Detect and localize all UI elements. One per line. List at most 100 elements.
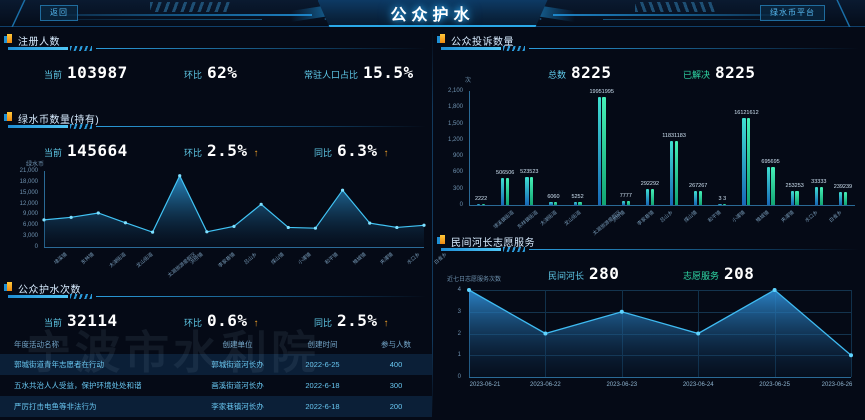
y-axis-tick: 900 [452, 153, 463, 160]
activities-table[interactable]: 年度活动名称 创建单位 创建时间 参与人数 郭城街道青年志愿者在行动 郭城街道河长办 202… [0, 335, 432, 420]
kpi-value: 32114 [67, 311, 118, 330]
bar-total[interactable] [549, 201, 553, 205]
title-underline [8, 125, 68, 128]
kpi-value: 280 [589, 264, 620, 283]
table-header-3: 参与人数 [381, 340, 411, 349]
bar-resolved[interactable] [602, 96, 606, 205]
kpi-protect-yoy: 同比 2.5% ↑ [314, 311, 389, 330]
bar-value-label: 33333 [811, 178, 827, 185]
bar-total[interactable] [838, 192, 843, 205]
header-left-bar [62, 14, 312, 16]
panel-protect: 公众护水次数 当前 32114 环比 0.6% ↑ 同比 2.5% ↑ 年度活动… [0, 279, 432, 420]
header-right-stripes [635, 2, 715, 12]
x-axis-tick: 埭溪镇街道 [492, 209, 516, 231]
kpi-label: 环比 [184, 148, 203, 158]
bar-total[interactable] [814, 186, 818, 205]
trend-up-icon: ↑ [383, 318, 389, 329]
y-axis-tick: 3,000 [22, 233, 38, 240]
y-axis-tick: 600 [452, 169, 463, 176]
x-axis-tick: 太湖街道 [539, 209, 559, 228]
bar-total[interactable] [645, 189, 650, 205]
page-title-text: 公众护水 [390, 6, 475, 24]
bar-resolved[interactable] [674, 140, 679, 205]
kpi-value: 2.5% [337, 311, 378, 330]
bar-total[interactable] [621, 200, 625, 205]
volunteer-line-chart[interactable]: 近七日志愿服务次数 0 1 2 3 4 2023-06-21 2023-06-22 2023-0… [433, 274, 865, 399]
y-axis-tick: 3 [457, 308, 461, 315]
bar-resolved[interactable] [530, 176, 534, 205]
coins-area-chart[interactable]: 绿水币 0 3,000 6,000 9,000 12,000 15,000 18,000 21,… [0, 157, 449, 279]
table-row[interactable]: 五水共治人人受益，保护环境处处和谐 画溪街道河长办 2022-6-18 300 [0, 375, 432, 396]
bar-total[interactable] [670, 140, 674, 205]
header-left-slash [0, 0, 40, 27]
title-rule [529, 249, 859, 250]
bar-value-label: 3 3 [718, 196, 727, 202]
table-cell: 2022-6-25 [305, 360, 340, 369]
bar-series: 2222 506506 523523 6060 5252 19951995 7777 2922… [469, 89, 855, 205]
bar-resolved[interactable] [626, 200, 630, 205]
bar-resolved[interactable] [747, 117, 751, 205]
bar-total[interactable] [742, 117, 746, 205]
kpi-label: 民间河长 [548, 271, 585, 281]
table-cell: 400 [389, 360, 403, 369]
bar-resolved[interactable] [578, 202, 582, 205]
y-axis-tick: 18,000 [19, 178, 38, 185]
x-axis-tick: 李家巷镇 [636, 209, 656, 228]
bar-resolved[interactable] [554, 201, 558, 205]
bar-resolved[interactable] [650, 189, 654, 205]
bar-resolved[interactable] [819, 186, 823, 205]
y-axis-line [44, 171, 45, 247]
right-column: 公众投诉数量 总数 8225 已解决 8225 次 0 300 600 900 1,200… [433, 27, 865, 420]
x-axis-tick: 2023-06-25 [759, 382, 790, 388]
table-row[interactable]: 严厉打击电鱼等非法行为 李家巷镇河长办 2022-6-18 200 [0, 396, 432, 417]
table-header-2: 创建时间 [307, 340, 338, 349]
bar-resolved[interactable] [843, 192, 847, 205]
gridline-horizontal [469, 290, 851, 291]
bar-total[interactable] [718, 204, 722, 205]
table-row[interactable]: 郭城街道青年志愿者在行动 郭城街道河长办 2022-6-25 400 [0, 354, 432, 375]
bar-total[interactable] [573, 202, 577, 205]
bar-resolved[interactable] [698, 190, 703, 205]
bar-resolved[interactable] [771, 167, 775, 205]
kpi-value: 15.5% [363, 63, 414, 82]
bar-value-label: 506506 [496, 169, 515, 176]
back-button[interactable]: 返回 [40, 5, 78, 21]
bar-value-label: 253253 [785, 183, 804, 190]
panel-complaints: 公众投诉数量 总数 8225 已解决 8225 次 0 300 600 900 1,200… [433, 31, 865, 241]
header-right-bar-thin [603, 19, 803, 20]
bar-resolved[interactable] [795, 191, 799, 205]
bookmark-icon [4, 34, 12, 43]
bar-resolved[interactable] [723, 204, 727, 205]
kpi-coins-yoy: 同比 6.3% ↑ [314, 141, 389, 160]
bar-resolved[interactable] [505, 177, 510, 205]
title-rule [529, 48, 859, 49]
bar-total[interactable] [477, 203, 481, 205]
table-cell: 2022-6-18 [305, 381, 340, 390]
y-axis-tick: 12,000 [19, 200, 38, 207]
table-header-0: 年度活动名称 [14, 340, 59, 349]
bar-total[interactable] [766, 167, 770, 205]
y-axis-tick: 15,000 [19, 189, 38, 196]
bar-value-label: 292292 [640, 181, 660, 188]
title-dashes [70, 46, 92, 51]
bar-total[interactable] [694, 190, 698, 205]
x-axis-tick: 和平镇 [707, 209, 723, 225]
bar-total[interactable] [501, 177, 505, 205]
x-axis-tick: 龙山街道 [563, 209, 583, 228]
x-axis-line [44, 247, 424, 248]
y-axis-tick: 1,500 [447, 120, 463, 127]
bar-total[interactable] [597, 96, 601, 205]
kpi-protect-current: 当前 32114 [44, 311, 184, 330]
kpi-value: 103987 [67, 63, 128, 82]
panel-register: 注册人数 当前 103987 环比 62% 常驻人口占比 15.5% [0, 31, 432, 109]
bar-total[interactable] [790, 191, 794, 205]
panel-protect-title: 公众护水次数 [18, 285, 81, 296]
bar-resolved[interactable] [481, 203, 486, 205]
x-axis-line [469, 205, 855, 206]
y-axis-unit: 绿水币 [26, 162, 45, 168]
platform-button[interactable]: 绿水币平台 [760, 5, 825, 21]
bar-total[interactable] [525, 176, 529, 205]
x-axis-tick: 白雀乡 [827, 209, 844, 225]
panel-coins-header: 绿水币数量(持有) [0, 109, 432, 133]
complaints-bar-chart[interactable]: 次 0 300 600 900 1,200 1,500 1,800 2,100 2222 50650… [433, 71, 865, 239]
